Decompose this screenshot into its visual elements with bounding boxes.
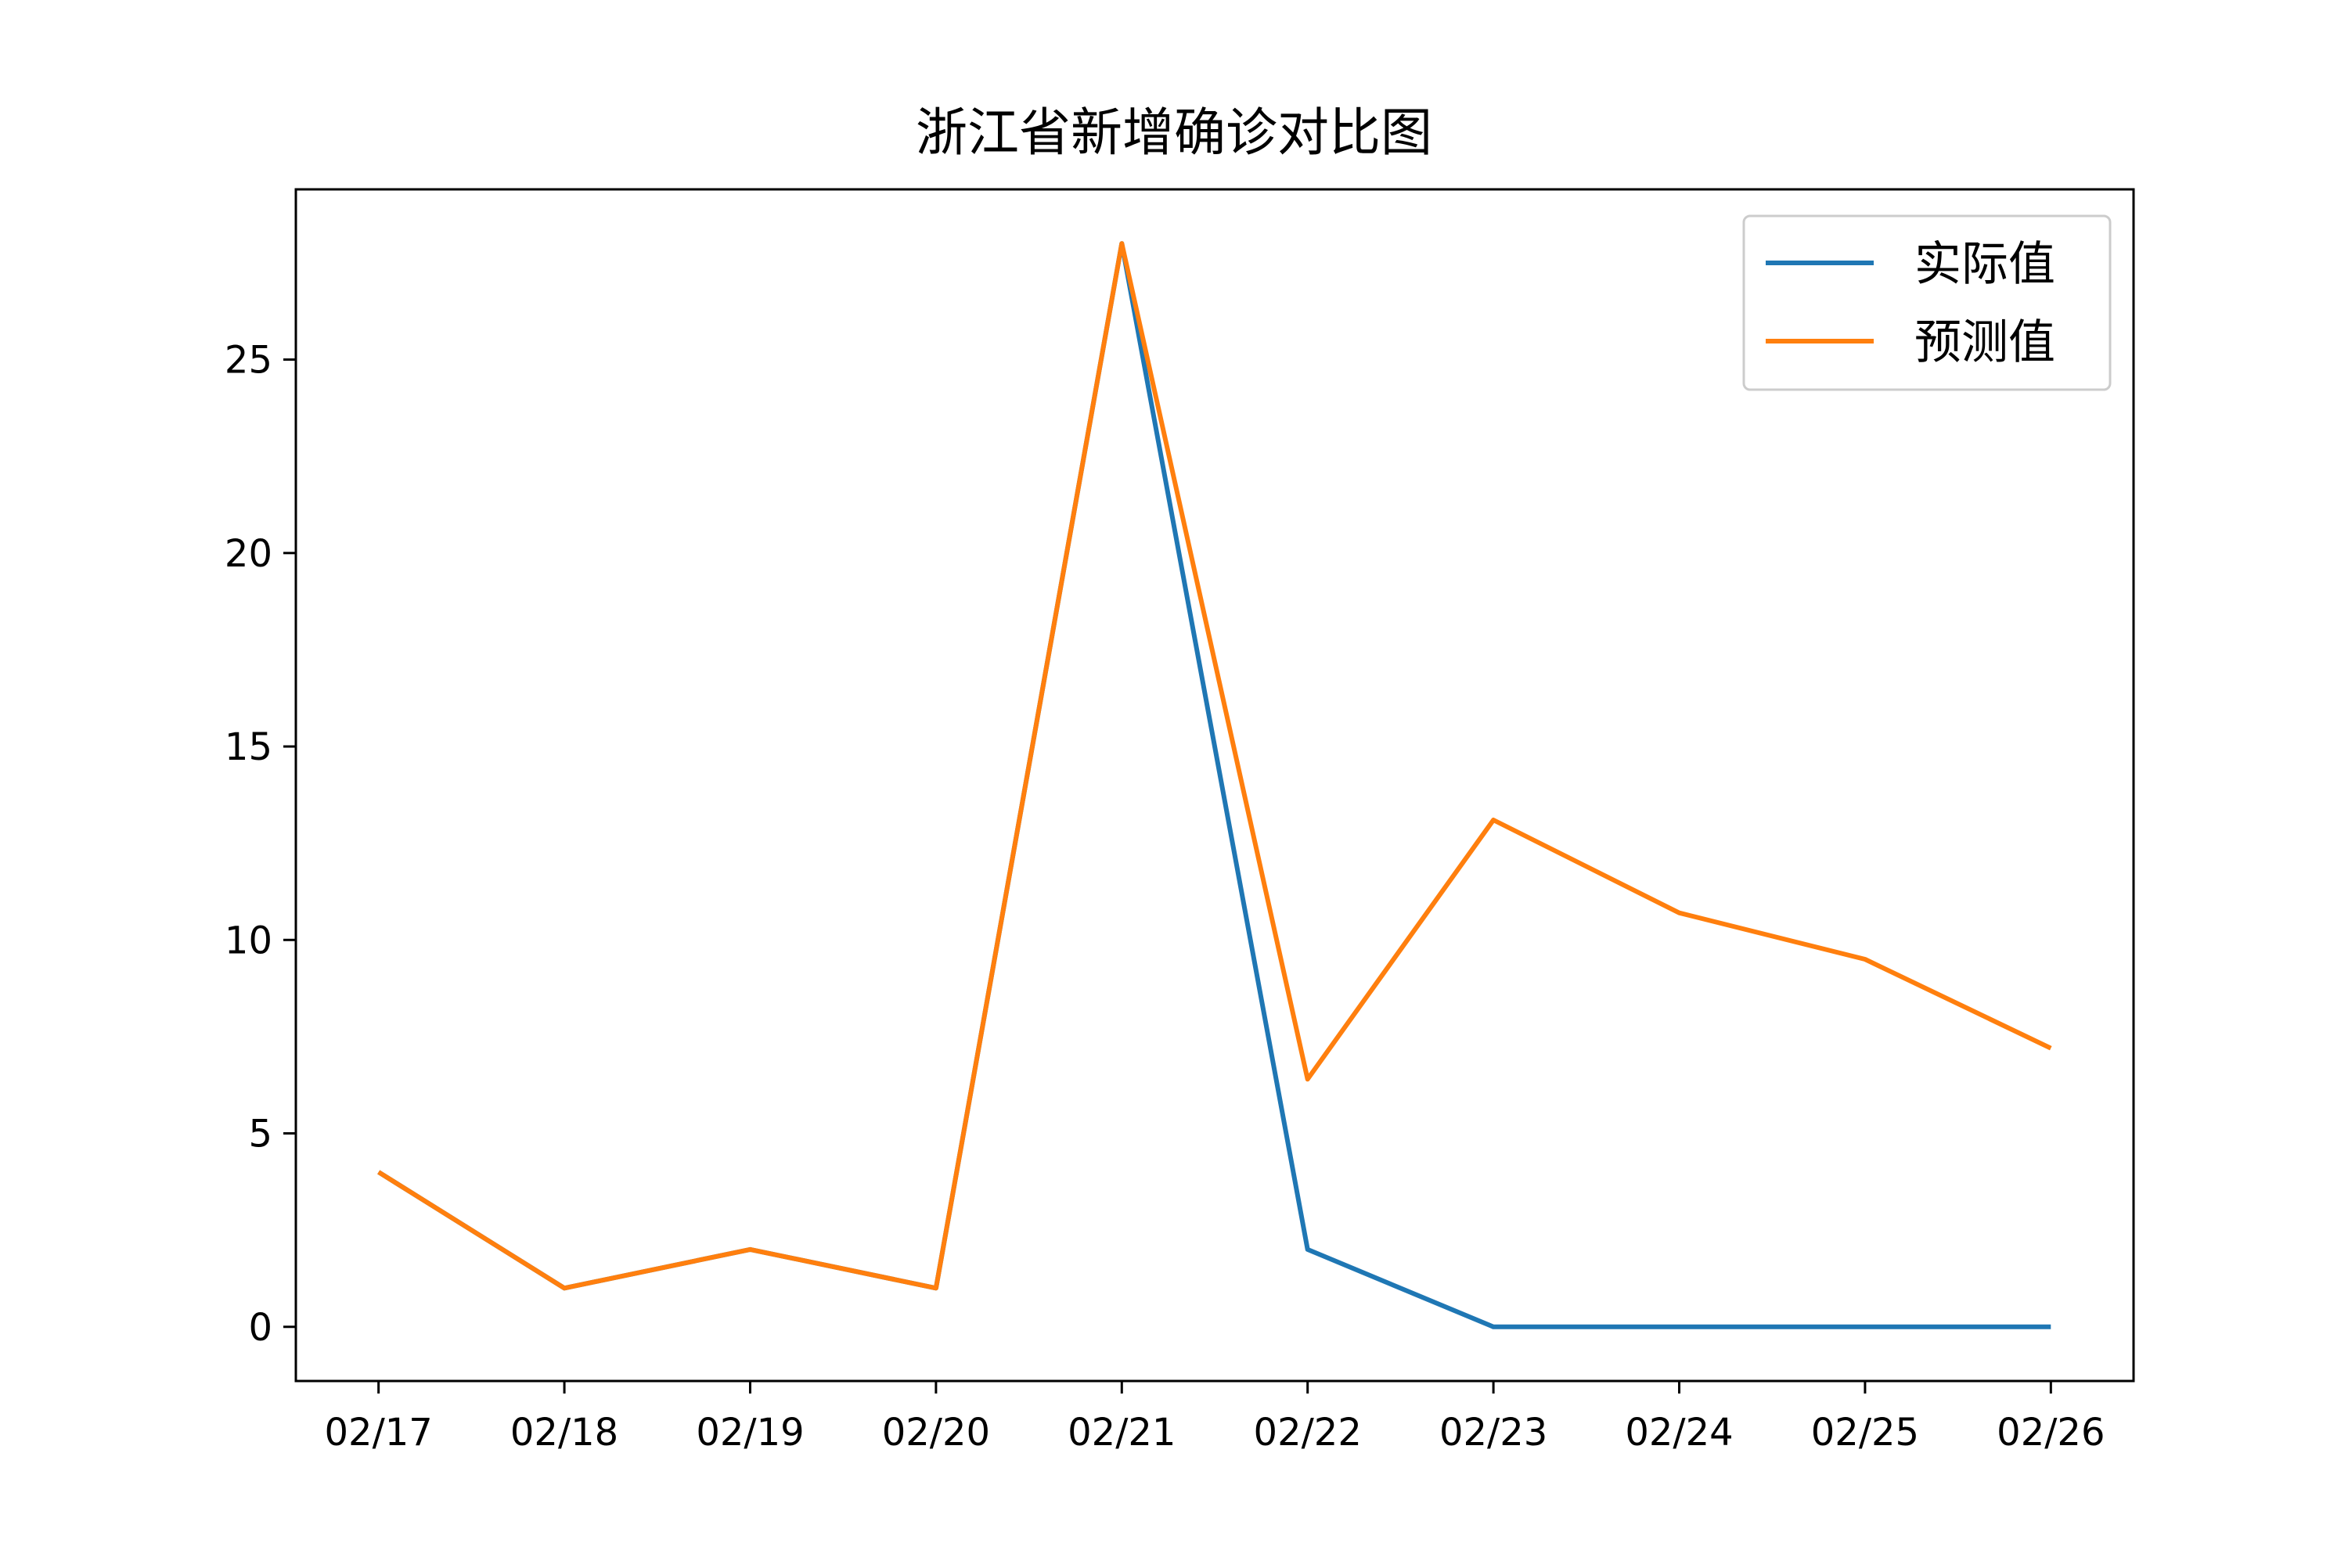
x-tick-label: 02/21 bbox=[1068, 1411, 1176, 1455]
x-tick-label: 02/22 bbox=[1254, 1411, 1362, 1455]
x-tick-label: 02/20 bbox=[882, 1411, 990, 1455]
x-tick-label: 02/26 bbox=[1997, 1411, 2105, 1455]
y-tick-label: 5 bbox=[248, 1113, 272, 1156]
chart-title: 浙江省新增确诊对比图 bbox=[916, 102, 1432, 163]
legend-label: 预测值 bbox=[1914, 315, 2055, 370]
plot-area-frame bbox=[294, 188, 2135, 1383]
y-axis-ticks: 0 5 10 15 20 25 bbox=[225, 339, 296, 1350]
y-tick-label: 20 bbox=[225, 532, 272, 576]
y-tick-label: 10 bbox=[225, 919, 272, 962]
legend-label: 实际值 bbox=[1914, 237, 2055, 292]
series-lines bbox=[377, 241, 2052, 1329]
x-tick-label: 02/24 bbox=[1625, 1411, 1733, 1455]
x-axis-ticks: 02/17 02/18 02/19 02/20 02/21 02/22 02/23 02/24… bbox=[324, 1381, 2105, 1455]
y-tick-label: 15 bbox=[225, 725, 272, 769]
series-line-1 bbox=[377, 241, 2052, 1291]
legend-box bbox=[1742, 214, 2112, 391]
y-tick-label: 25 bbox=[225, 339, 272, 383]
x-tick-label: 02/19 bbox=[696, 1411, 804, 1455]
x-tick-label: 02/18 bbox=[510, 1411, 618, 1455]
x-tick-label: 02/17 bbox=[324, 1411, 432, 1455]
y-tick-label: 0 bbox=[248, 1306, 272, 1350]
x-tick-label: 02/23 bbox=[1439, 1411, 1547, 1455]
x-tick-label: 02/25 bbox=[1811, 1411, 1919, 1455]
